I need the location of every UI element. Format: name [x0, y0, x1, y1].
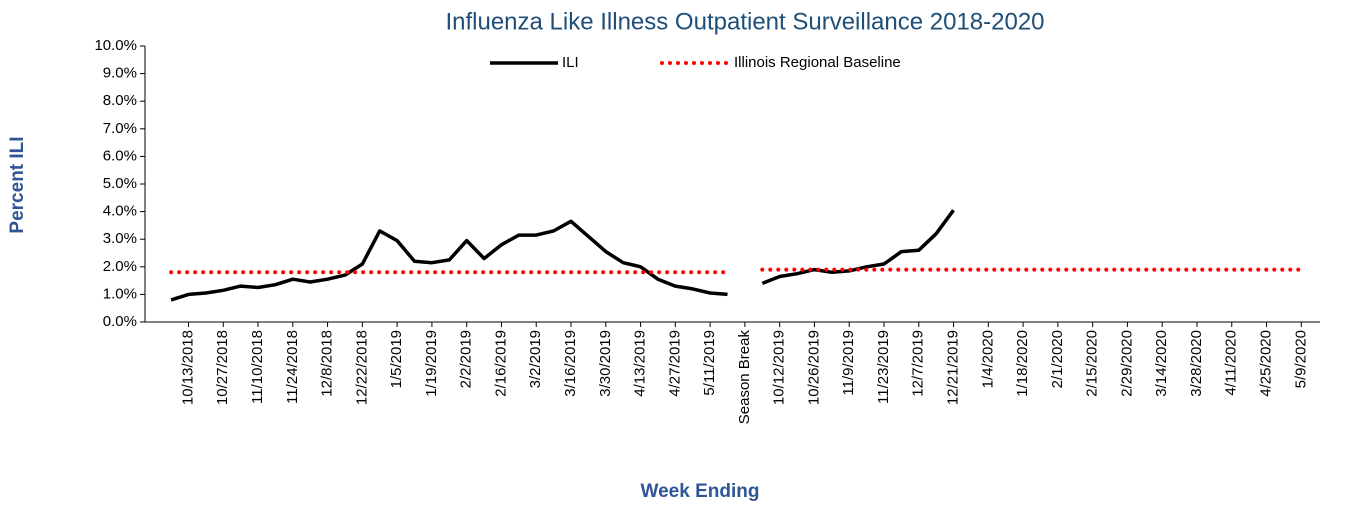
y-tick-label: 10.0% — [94, 37, 137, 54]
legend-label: ILI — [562, 54, 579, 71]
x-tick-label: 11/9/2019 — [840, 330, 857, 396]
x-tick-label: 12/8/2018 — [319, 330, 336, 397]
x-tick-label: 2/16/2019 — [492, 330, 509, 397]
x-tick-label: 5/11/2019 — [701, 330, 718, 396]
x-tick-label: 1/4/2020 — [979, 330, 996, 388]
x-tick-label: 10/27/2018 — [214, 330, 231, 405]
y-tick-label: 4.0% — [103, 203, 137, 220]
y-tick-label: 8.0% — [103, 92, 137, 109]
x-tick-label: 10/12/2019 — [771, 330, 788, 405]
x-tick-label: 3/16/2019 — [562, 330, 579, 397]
legend-label: Illinois Regional Baseline — [734, 54, 901, 71]
x-axis-title: Week Ending — [641, 481, 760, 502]
y-tick-label: 7.0% — [103, 120, 137, 137]
y-tick-label: 2.0% — [103, 258, 137, 275]
x-tick-label: 10/13/2018 — [179, 330, 196, 405]
x-tick-label: 12/7/2019 — [910, 330, 927, 397]
x-tick-label: 12/21/2019 — [945, 330, 962, 405]
x-tick-label: 11/24/2018 — [284, 330, 301, 404]
x-tick-label: 2/1/2020 — [1049, 330, 1066, 388]
x-tick-label: 10/26/2019 — [805, 330, 822, 405]
x-tick-label: 1/19/2019 — [423, 330, 440, 397]
y-tick-label: 3.0% — [103, 230, 137, 247]
series-line — [169, 267, 1304, 275]
series-line — [170, 209, 955, 302]
y-tick-label: 5.0% — [103, 175, 137, 192]
chart-title: Influenza Like Illness Outpatient Survei… — [445, 8, 1044, 35]
x-tick-label: 4/11/2020 — [1223, 330, 1240, 396]
x-tick-label: 12/22/2018 — [353, 330, 370, 405]
y-axis-title: Percent ILI — [7, 136, 28, 233]
x-tick-label: 3/14/2020 — [1153, 330, 1170, 397]
x-tick-label: 1/5/2019 — [388, 330, 405, 388]
x-tick-label: 3/30/2019 — [597, 330, 614, 397]
x-tick-label: 4/25/2020 — [1257, 330, 1274, 397]
x-tick-label: 3/28/2020 — [1188, 330, 1205, 397]
x-tick-label: 2/29/2020 — [1118, 330, 1135, 397]
x-tick-label: 4/13/2019 — [632, 330, 649, 397]
x-tick-label: 5/9/2020 — [1292, 330, 1309, 388]
x-tick-label: 2/15/2020 — [1084, 330, 1101, 397]
y-tick-label: 0.0% — [103, 313, 137, 330]
x-tick-label: 11/23/2019 — [875, 330, 892, 404]
x-tick-label: 4/27/2019 — [666, 330, 683, 397]
x-tick-label: 2/2/2019 — [458, 330, 475, 388]
x-tick-label: 1/18/2020 — [1014, 330, 1031, 397]
x-tick-label: 3/2/2019 — [527, 330, 544, 388]
y-tick-label: 6.0% — [103, 147, 137, 164]
y-tick-label: 1.0% — [103, 285, 137, 302]
y-tick-label: 9.0% — [103, 65, 137, 82]
x-tick-label: Season Break — [736, 330, 753, 425]
x-tick-label: 11/10/2018 — [249, 330, 266, 404]
